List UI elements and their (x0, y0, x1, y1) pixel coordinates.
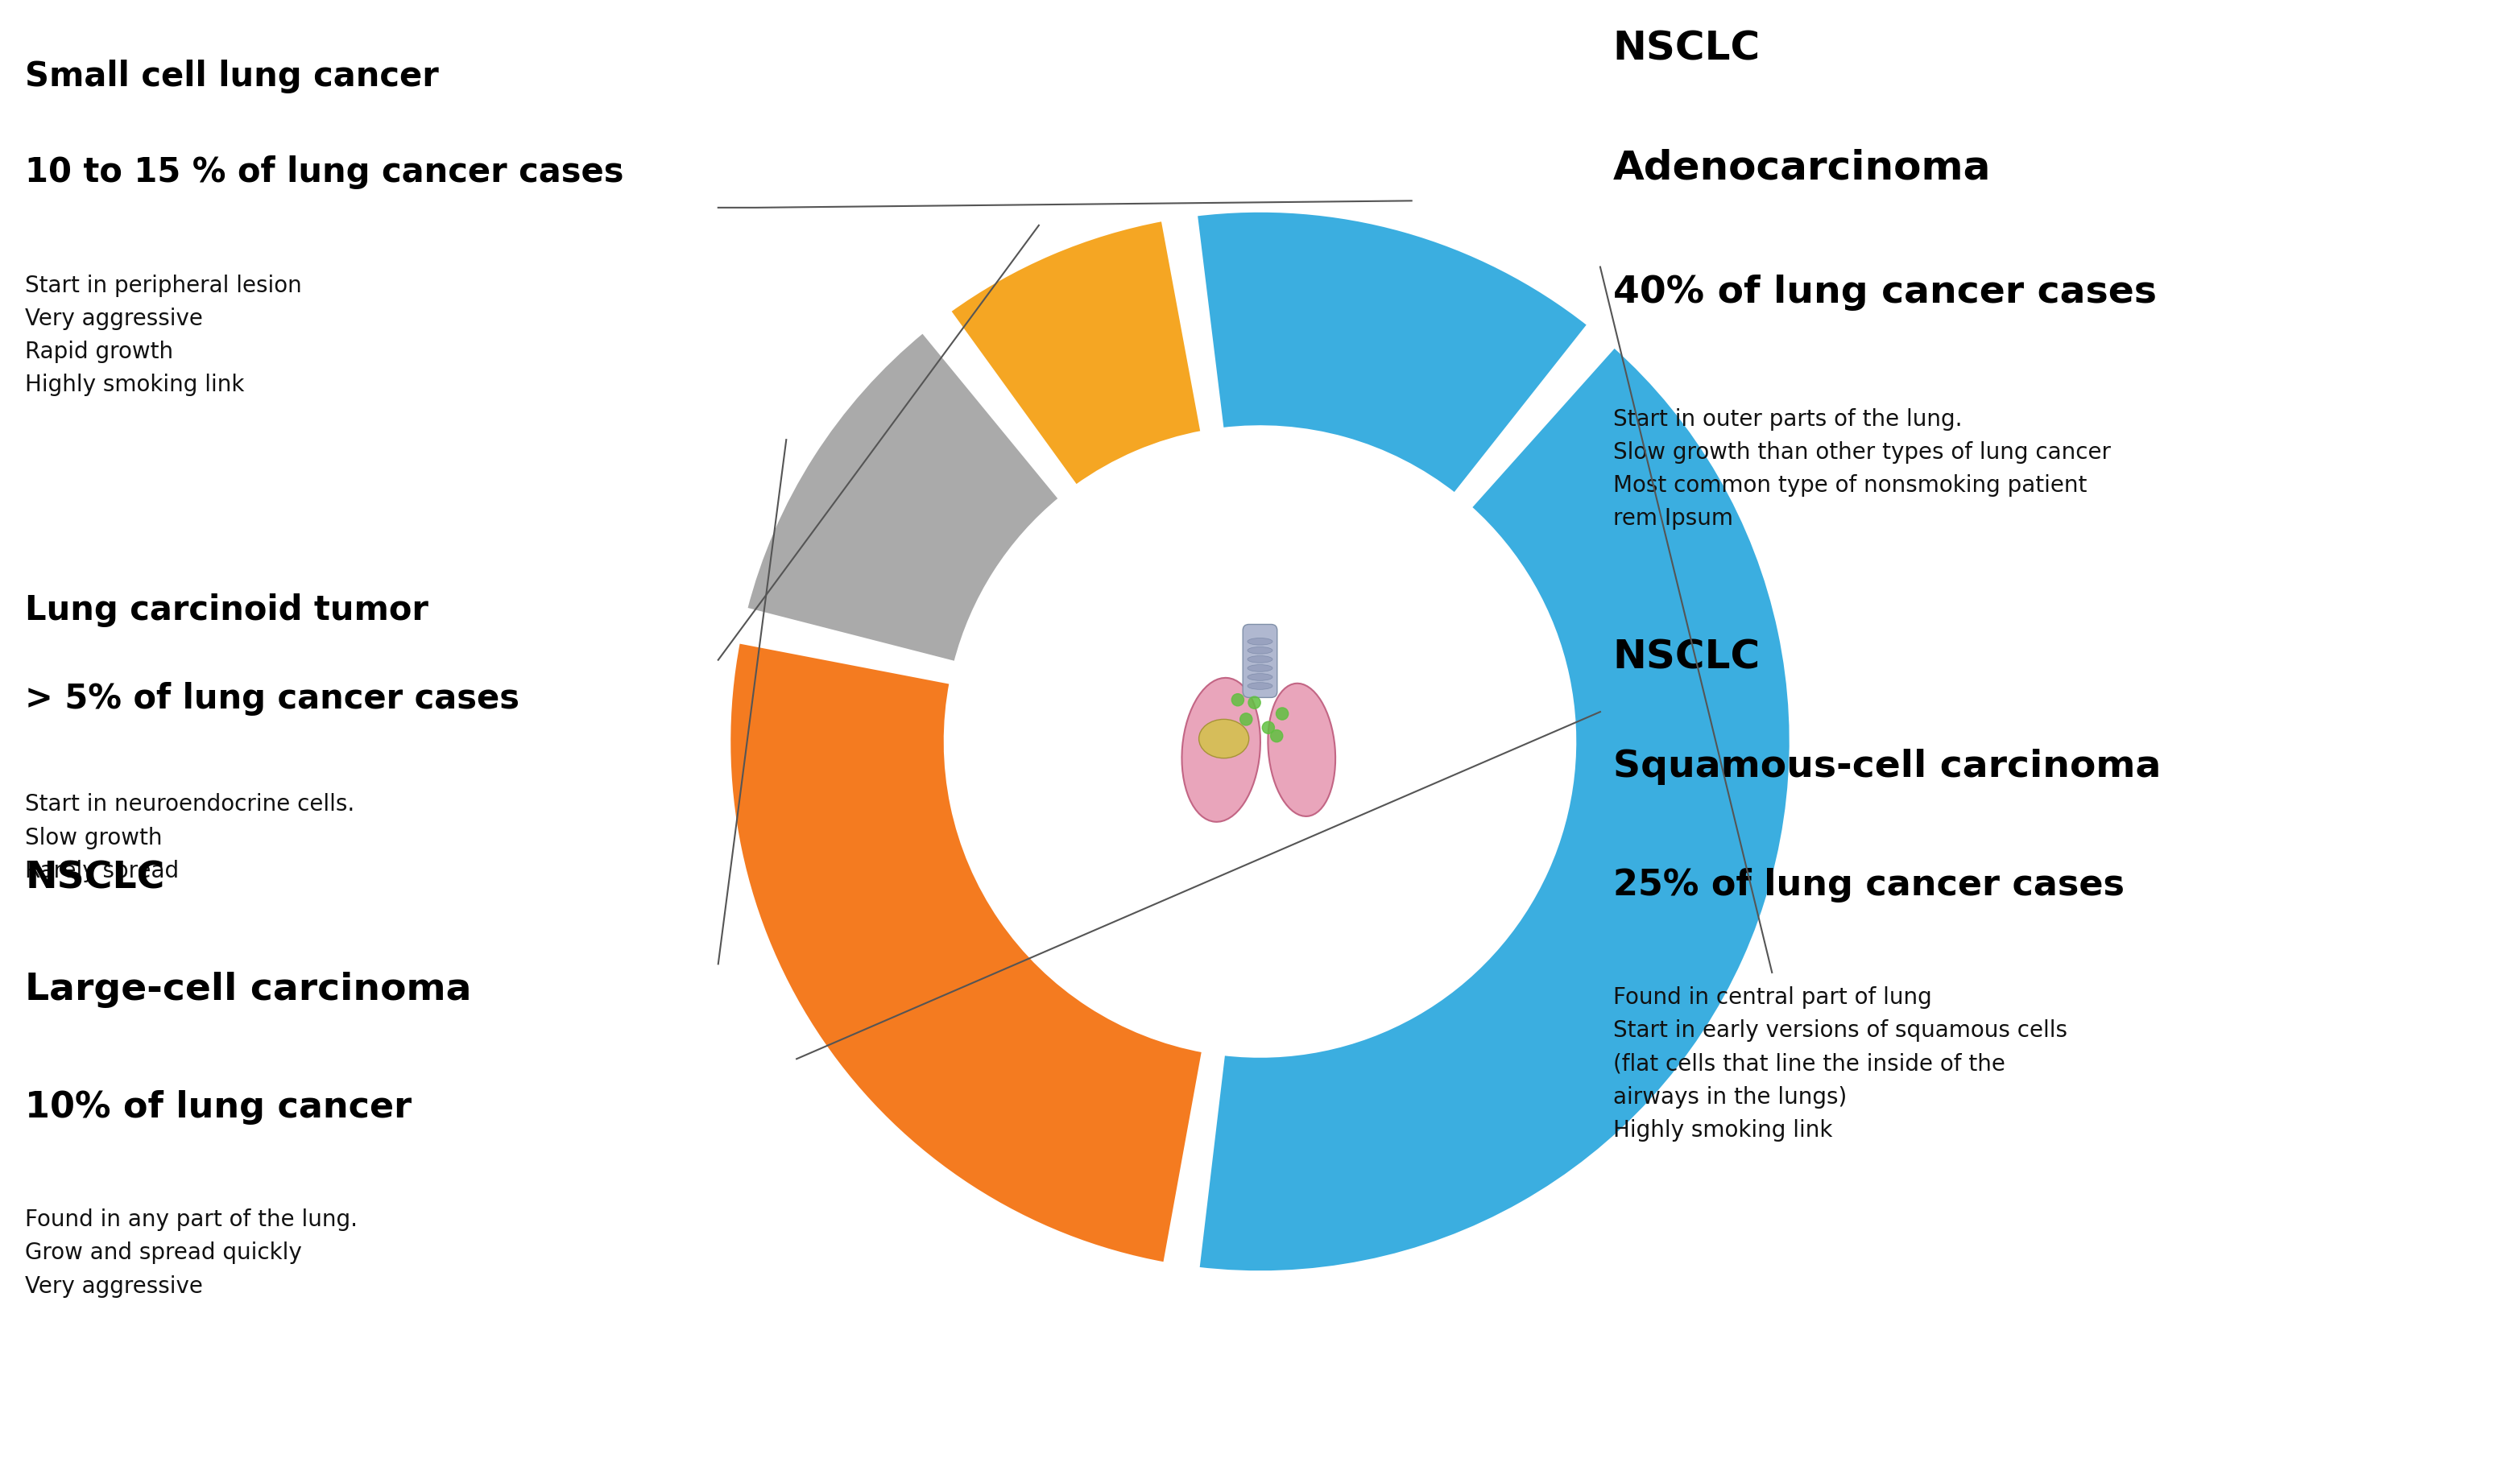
Ellipse shape (1247, 673, 1273, 681)
Circle shape (1240, 713, 1252, 725)
Ellipse shape (1200, 719, 1250, 758)
Ellipse shape (1247, 638, 1273, 645)
Circle shape (1247, 697, 1260, 709)
Wedge shape (746, 331, 1061, 663)
Ellipse shape (1268, 684, 1336, 816)
Circle shape (1270, 730, 1283, 742)
Ellipse shape (1182, 678, 1260, 822)
Text: Large-cell carcinoma: Large-cell carcinoma (25, 971, 471, 1007)
Ellipse shape (1247, 655, 1273, 663)
Text: 10 to 15 % of lung cancer cases: 10 to 15 % of lung cancer cases (25, 156, 625, 190)
Text: Start in outer parts of the lung.
Slow growth than other types of lung cancer
Mo: Start in outer parts of the lung. Slow g… (1613, 408, 2112, 529)
Text: 25% of lung cancer cases: 25% of lung cancer cases (1613, 868, 2124, 902)
Text: 10% of lung cancer: 10% of lung cancer (25, 1090, 411, 1124)
Circle shape (1275, 707, 1288, 719)
Text: NSCLC: NSCLC (25, 860, 164, 896)
Circle shape (1232, 694, 1245, 706)
Text: NSCLC: NSCLC (1613, 638, 1761, 676)
Text: Squamous-cell carcinoma: Squamous-cell carcinoma (1613, 749, 2160, 785)
Wedge shape (1194, 211, 1590, 495)
Text: Small cell lung cancer: Small cell lung cancer (25, 59, 438, 93)
Text: Lung carcinoid tumor: Lung carcinoid tumor (25, 593, 428, 627)
Text: NSCLC: NSCLC (1613, 30, 1761, 68)
Circle shape (1263, 722, 1275, 734)
Text: Found in any part of the lung.
Grow and spread quickly
Very aggressive: Found in any part of the lung. Grow and … (25, 1209, 358, 1298)
Ellipse shape (1247, 647, 1273, 654)
Text: Adenocarcinoma: Adenocarcinoma (1613, 148, 1991, 187)
Text: Start in neuroendocrine cells.
Slow growth
Rarely spread: Start in neuroendocrine cells. Slow grow… (25, 793, 355, 882)
Wedge shape (1197, 346, 1792, 1272)
Ellipse shape (1247, 664, 1273, 672)
Ellipse shape (1247, 682, 1273, 690)
Wedge shape (728, 641, 1205, 1265)
Text: Start in peripheral lesion
Very aggressive
Rapid growth
Highly smoking link: Start in peripheral lesion Very aggressi… (25, 274, 302, 396)
Text: > 5% of lung cancer cases: > 5% of lung cancer cases (25, 682, 519, 716)
Wedge shape (948, 219, 1202, 486)
Text: 40% of lung cancer cases: 40% of lung cancer cases (1613, 274, 2157, 310)
Circle shape (945, 427, 1575, 1056)
FancyBboxPatch shape (1242, 624, 1278, 697)
Text: Found in central part of lung
Start in early versions of squamous cells
(flat ce: Found in central part of lung Start in e… (1613, 986, 2066, 1142)
